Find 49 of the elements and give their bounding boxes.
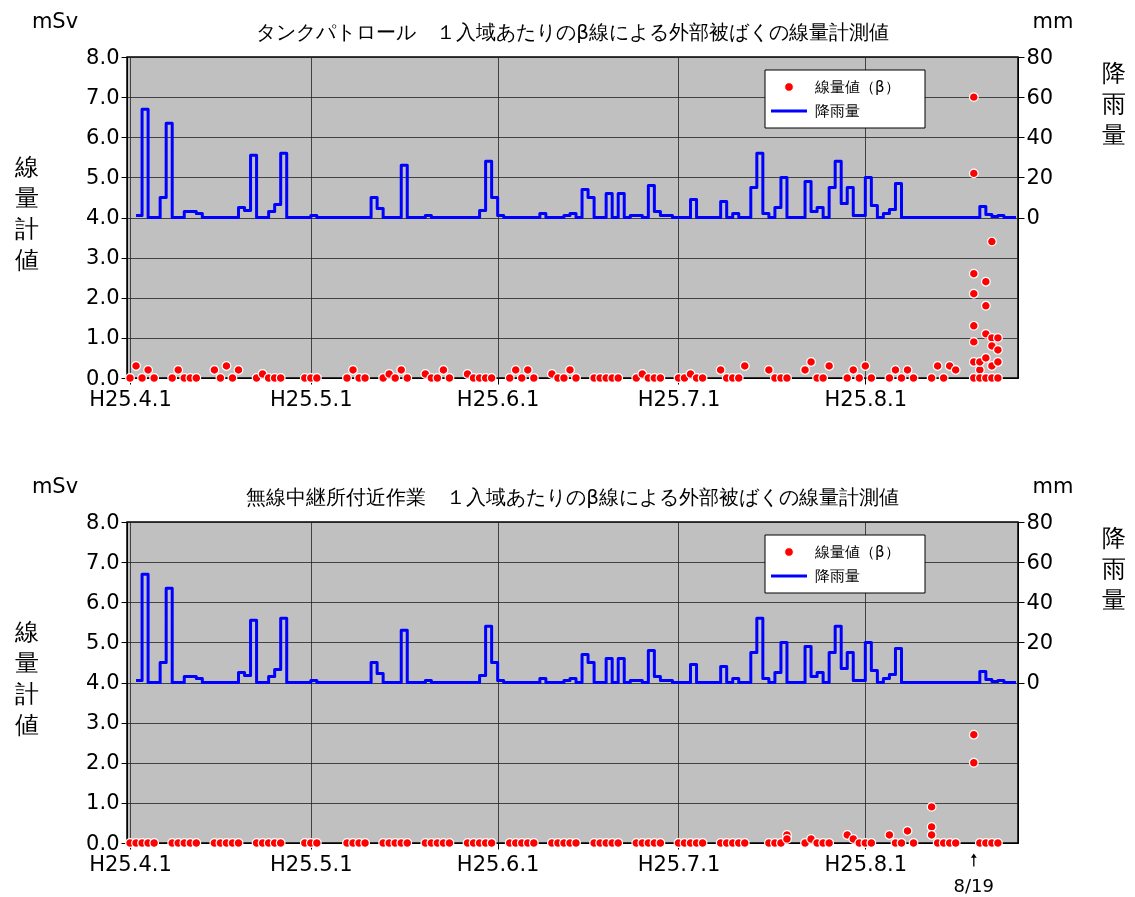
y-axis-title: 線量計値 [13,153,39,274]
annotation: 8/19 [953,875,995,896]
text: mSv [31,474,79,498]
y-tick-label: 4.0 [86,670,120,694]
chart-title: 無線中継所付近作業 １入域あたりのβ線による外部被ばくの線量計測値 [246,485,899,509]
x-tick-label: H25.8.1 [824,386,908,411]
y2-tick-label: 20 [1026,629,1054,654]
y2-tick-label: 60 [1026,84,1054,109]
x-tick-label: H25.6.1 [456,386,540,411]
x-tick-label: H25.7.1 [637,386,721,411]
y-tick-label: 3.0 [86,710,120,735]
chart-title: タンクパトロール １入域あたりのβ線による外部被ばくの線量計測値 [256,20,889,44]
y-tick-label: 5.0 [86,629,120,654]
y-tick-label: 2.0 [86,750,120,775]
y2-tick-label: 40 [1026,124,1054,149]
y-axis-title: 線量計値 [13,618,39,739]
y2-axis-title: 降雨量 [1101,58,1126,149]
y2-tick-label: 40 [1026,589,1054,614]
y2-tick-label: 80 [1026,44,1054,69]
y-tick-label: 7.0 [86,84,120,109]
x-tick-label: H25.5.1 [270,386,353,411]
y-tick-label: 6.0 [86,589,120,614]
text: mm [1032,474,1074,498]
y-tick-label: 8.0 [86,44,120,69]
y2-axis-title: 降雨量 [1101,523,1126,614]
x-tick-label: H25.6.1 [456,851,540,876]
y-tick-label: 1.0 [86,790,120,815]
legend-label: 降雨量 [815,567,860,585]
y-tick-label: 1.0 [86,325,120,350]
y-tick-label: 2.0 [86,285,120,310]
legend-label: 線量値（β） [814,543,900,561]
x-tick-label: H25.7.1 [637,851,721,876]
y-tick-label: 4.0 [86,205,120,229]
y-tick-label: 8.0 [86,509,120,534]
y2-tick-label: 0 [1026,670,1040,694]
y-tick-label: 5.0 [86,164,120,189]
text: mSv [31,9,79,33]
y-tick-label: 3.0 [86,245,120,270]
y2-tick-label: 80 [1026,509,1054,534]
y2-tick-label: 0 [1026,205,1040,229]
legend-label: 線量値（β） [814,78,900,96]
y-tick-label: 7.0 [86,549,120,574]
y2-tick-label: 60 [1026,549,1054,574]
y2-tick-label: 20 [1026,164,1054,189]
text: mm [1032,9,1074,33]
x-tick-label: H25.5.1 [270,851,353,876]
y-tick-label: 6.0 [86,124,120,149]
legend-label: 降雨量 [815,102,860,120]
x-tick-label: H25.8.1 [824,851,908,876]
